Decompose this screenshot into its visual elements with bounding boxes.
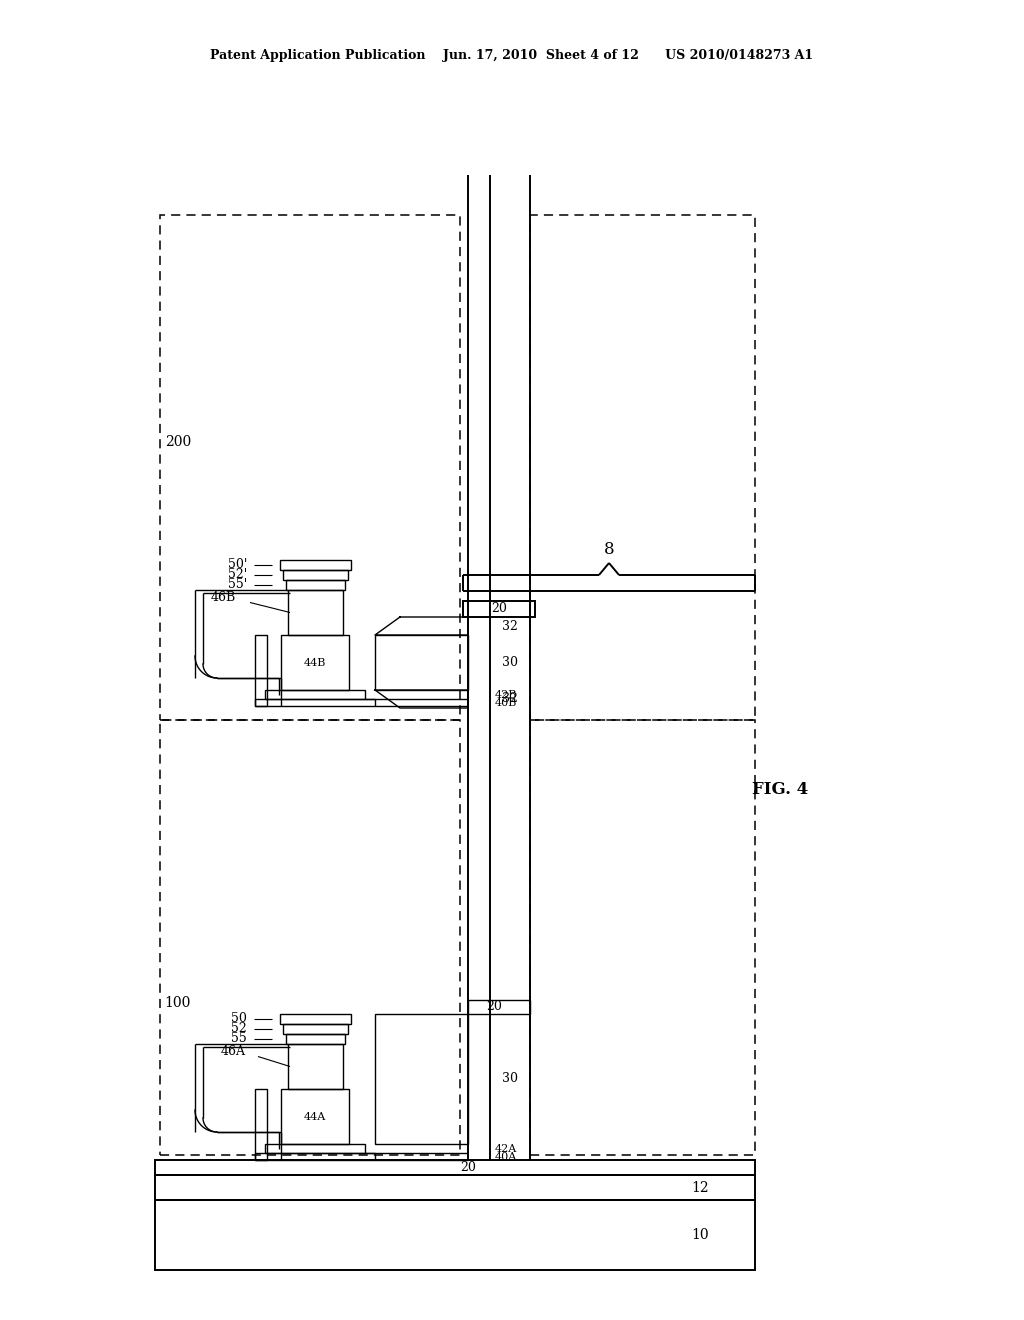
Text: 55': 55' <box>227 578 247 591</box>
Bar <box>281 1089 349 1144</box>
Text: 46A: 46A <box>220 1045 246 1059</box>
Text: 50': 50' <box>227 558 247 572</box>
Bar <box>281 635 349 690</box>
Bar <box>463 601 535 616</box>
Bar <box>468 1001 530 1014</box>
Bar <box>265 1144 365 1152</box>
Bar <box>286 1034 345 1044</box>
Text: 10: 10 <box>691 1228 709 1242</box>
Text: 46B: 46B <box>210 591 236 605</box>
Text: 40B: 40B <box>495 697 517 708</box>
Bar <box>255 1089 267 1160</box>
Text: 52: 52 <box>231 1023 247 1035</box>
Bar <box>160 719 460 1155</box>
Bar <box>375 635 468 690</box>
Text: 30: 30 <box>502 656 518 669</box>
Text: 44A: 44A <box>304 1111 326 1122</box>
Text: FIG. 4: FIG. 4 <box>752 781 808 799</box>
Bar <box>283 570 348 579</box>
Bar <box>255 700 375 706</box>
Text: 50: 50 <box>231 1012 247 1026</box>
Bar <box>280 560 351 570</box>
Text: 200: 200 <box>165 436 191 449</box>
Bar <box>155 1160 755 1175</box>
Text: 42A: 42A <box>495 1143 517 1154</box>
Bar <box>283 1024 348 1034</box>
Text: 30: 30 <box>502 1072 518 1085</box>
Text: 44B: 44B <box>304 657 327 668</box>
Bar <box>255 1152 375 1160</box>
Bar <box>288 1044 343 1089</box>
Text: 100: 100 <box>165 995 191 1010</box>
Text: 20: 20 <box>486 1001 502 1014</box>
Bar <box>375 1014 468 1144</box>
Text: 32: 32 <box>502 693 518 705</box>
Text: 32: 32 <box>502 619 518 632</box>
Bar <box>155 1175 755 1200</box>
Bar <box>280 1014 351 1024</box>
Bar <box>160 215 460 719</box>
Bar <box>288 590 343 635</box>
Text: Patent Application Publication    Jun. 17, 2010  Sheet 4 of 12      US 2010/0148: Patent Application Publication Jun. 17, … <box>211 49 813 62</box>
Bar <box>255 635 267 706</box>
Text: 55: 55 <box>231 1032 247 1045</box>
Text: 52': 52' <box>227 569 247 582</box>
Bar <box>155 1200 755 1270</box>
Text: 20: 20 <box>460 1162 476 1173</box>
Text: 20: 20 <box>492 602 507 615</box>
Text: 40A: 40A <box>495 1151 517 1162</box>
Text: 12: 12 <box>691 1180 709 1195</box>
Bar <box>530 719 755 1155</box>
Bar <box>286 579 345 590</box>
Text: 42B: 42B <box>495 689 517 700</box>
Bar <box>530 215 755 719</box>
Text: 8: 8 <box>604 540 614 557</box>
Bar <box>265 690 365 700</box>
